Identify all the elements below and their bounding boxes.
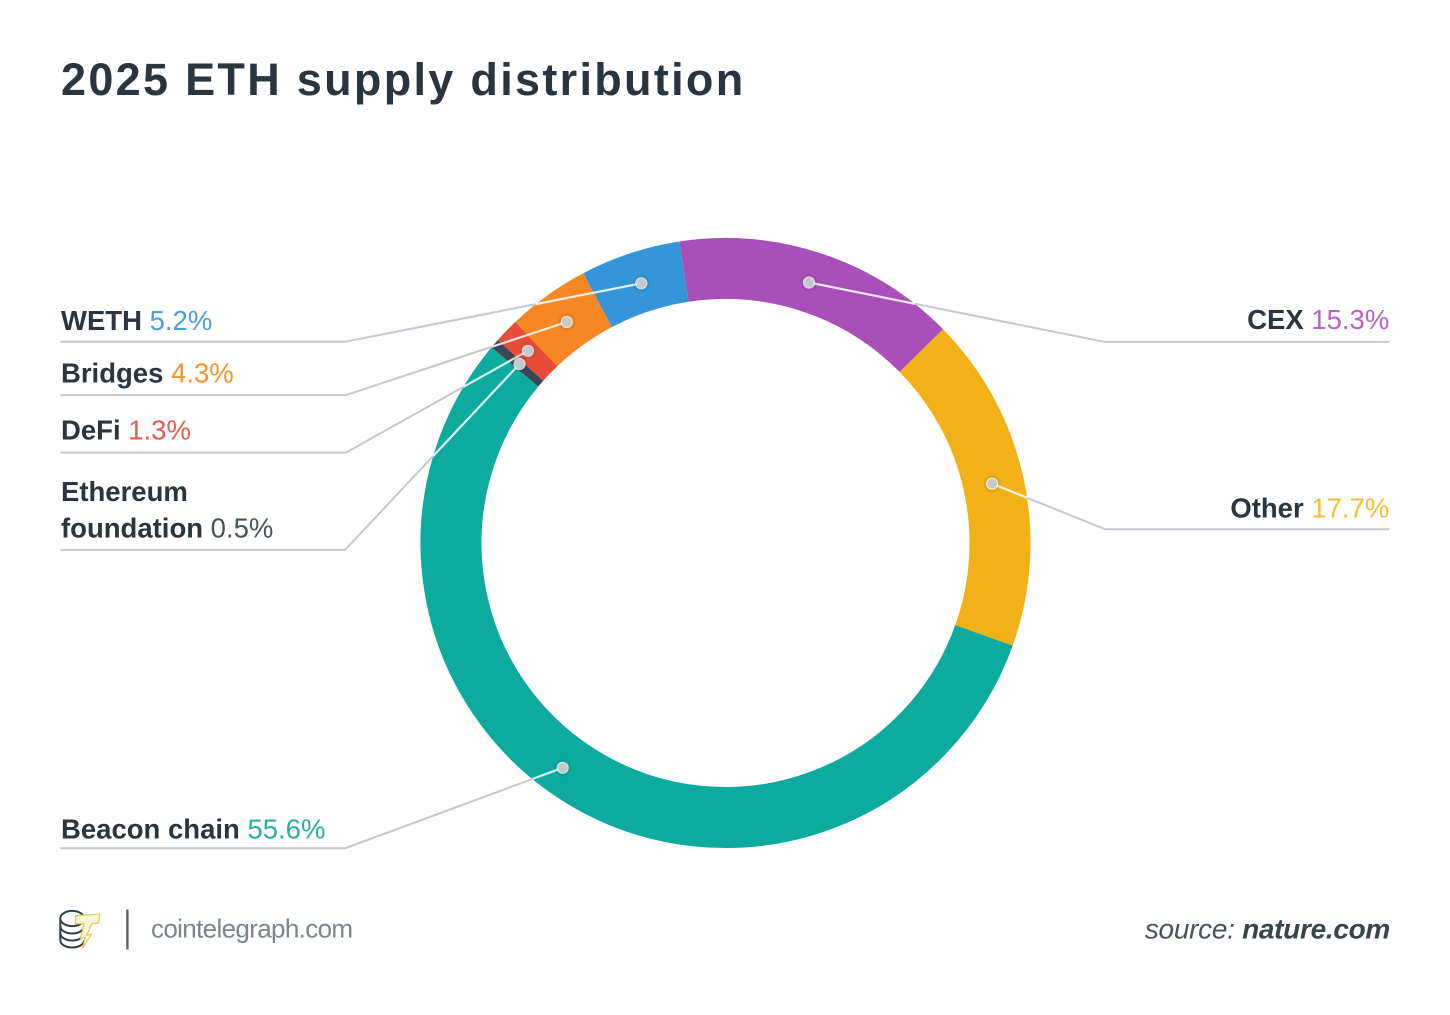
svg-text:CEX 15.3%: CEX 15.3% [1247, 304, 1389, 335]
svg-text:source: nature.com: source: nature.com [1145, 914, 1390, 945]
svg-text:cointelegraph.com: cointelegraph.com [151, 914, 352, 944]
svg-text:WETH 5.2%: WETH 5.2% [61, 305, 212, 336]
svg-text:Ethereum: Ethereum [61, 476, 188, 507]
svg-text:DeFi 1.3%: DeFi 1.3% [61, 415, 191, 446]
svg-text:Bridges 4.3%: Bridges 4.3% [61, 357, 234, 388]
svg-text:Beacon chain 55.6%: Beacon chain 55.6% [61, 814, 325, 845]
svg-text:Other 17.7%: Other 17.7% [1230, 492, 1389, 523]
svg-text:2025 ETH supply distribution: 2025 ETH supply distribution [61, 54, 746, 105]
svg-text:foundation 0.5%: foundation 0.5% [61, 512, 273, 543]
